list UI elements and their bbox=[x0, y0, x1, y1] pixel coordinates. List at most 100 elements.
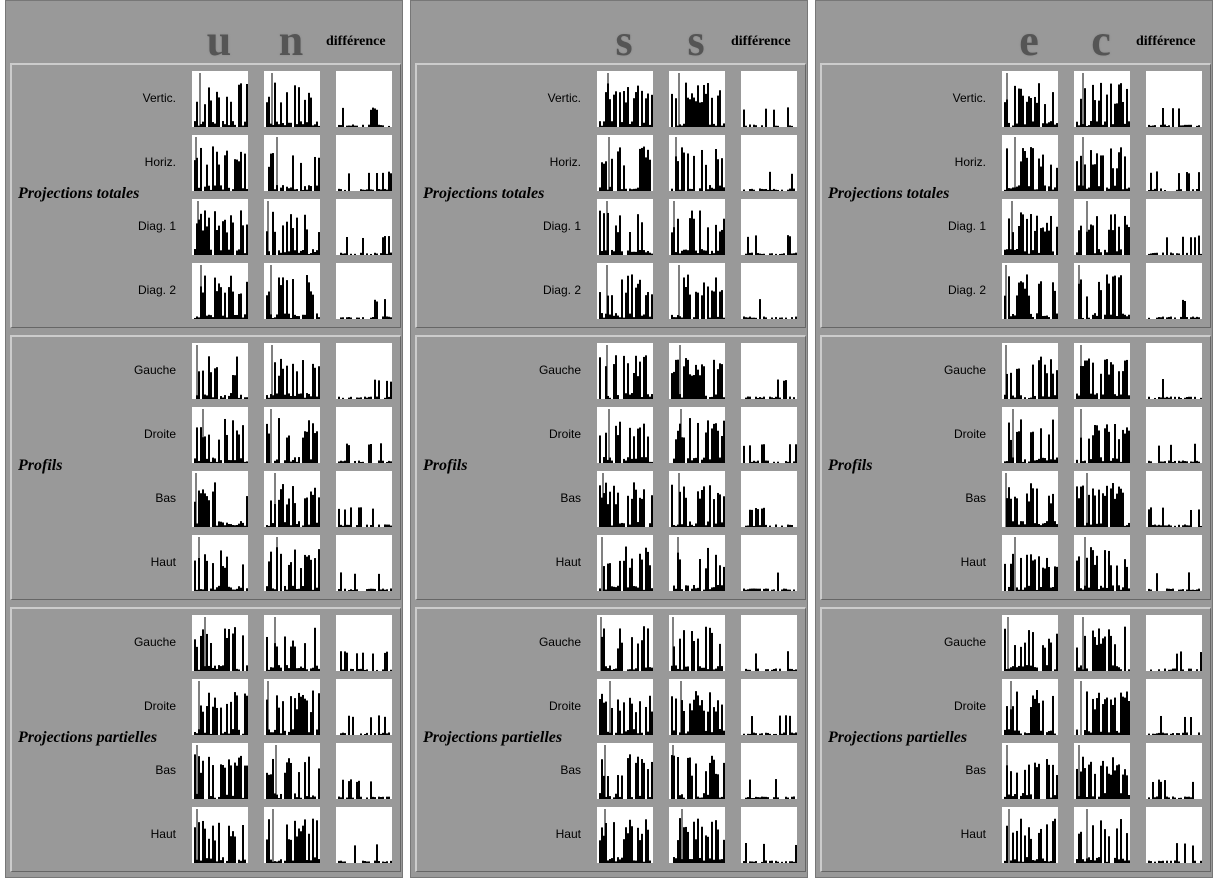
histogram-thumbnail bbox=[1146, 71, 1202, 127]
histogram-thumbnail bbox=[1074, 679, 1130, 735]
row-label: Gauche bbox=[866, 363, 986, 377]
histogram-thumbnail bbox=[669, 263, 725, 319]
histogram-thumbnail bbox=[336, 263, 392, 319]
histogram-thumbnail bbox=[597, 135, 653, 191]
letter-glyph: c bbox=[1076, 15, 1126, 66]
histogram-thumbnail bbox=[1002, 71, 1058, 127]
histogram-thumbnail bbox=[741, 343, 797, 399]
histogram-thumbnail bbox=[192, 679, 248, 735]
row-label: Horiz. bbox=[866, 155, 986, 169]
histogram-thumbnail bbox=[336, 471, 392, 527]
histogram-thumbnail bbox=[336, 807, 392, 863]
histogram-thumbnail bbox=[1002, 807, 1058, 863]
histogram-thumbnail bbox=[597, 199, 653, 255]
page: undifférenceProjections totalesVertic.Ho… bbox=[0, 0, 1217, 878]
group-title: Projections partielles bbox=[828, 729, 967, 747]
histogram-thumbnail bbox=[1146, 615, 1202, 671]
histogram-thumbnail bbox=[669, 135, 725, 191]
histogram-thumbnail bbox=[669, 71, 725, 127]
histogram-thumbnail bbox=[264, 407, 320, 463]
row-label: Vertic. bbox=[56, 91, 176, 105]
row-label: Diag. 1 bbox=[461, 219, 581, 233]
row-label: Droite bbox=[461, 699, 581, 713]
histogram-thumbnail bbox=[192, 615, 248, 671]
group-title: Projections totales bbox=[828, 185, 949, 203]
row-label: Gauche bbox=[461, 635, 581, 649]
histogram-thumbnail bbox=[1002, 343, 1058, 399]
histogram-thumbnail bbox=[264, 615, 320, 671]
row-label: Droite bbox=[56, 699, 176, 713]
group-title: Projections partielles bbox=[18, 729, 157, 747]
histogram-thumbnail bbox=[597, 679, 653, 735]
histogram-thumbnail bbox=[741, 615, 797, 671]
row-label: Bas bbox=[56, 763, 176, 777]
row-label: Horiz. bbox=[461, 155, 581, 169]
histogram-thumbnail bbox=[264, 135, 320, 191]
histogram-thumbnail bbox=[669, 471, 725, 527]
histogram-thumbnail bbox=[741, 535, 797, 591]
histogram-thumbnail bbox=[741, 679, 797, 735]
row-label: Bas bbox=[866, 491, 986, 505]
histogram-thumbnail bbox=[741, 71, 797, 127]
histogram-thumbnail bbox=[1146, 535, 1202, 591]
row-label: Haut bbox=[866, 827, 986, 841]
histogram-thumbnail bbox=[1074, 71, 1130, 127]
histogram-thumbnail bbox=[264, 71, 320, 127]
root: undifférenceProjections totalesVertic.Ho… bbox=[0, 0, 1217, 878]
histogram-thumbnail bbox=[264, 807, 320, 863]
histogram-thumbnail bbox=[1074, 343, 1130, 399]
group-title: Profils bbox=[423, 457, 467, 475]
histogram-thumbnail bbox=[669, 199, 725, 255]
row-label: Vertic. bbox=[866, 91, 986, 105]
histogram-thumbnail bbox=[741, 263, 797, 319]
letter-glyph: s bbox=[599, 15, 649, 66]
histogram-thumbnail bbox=[741, 135, 797, 191]
group-title: Profils bbox=[18, 457, 62, 475]
histogram-thumbnail bbox=[1074, 407, 1130, 463]
histogram-thumbnail bbox=[192, 807, 248, 863]
histogram-thumbnail bbox=[1146, 743, 1202, 799]
row-label: Haut bbox=[56, 827, 176, 841]
histogram-thumbnail bbox=[1074, 743, 1130, 799]
histogram-thumbnail bbox=[741, 407, 797, 463]
row-label: Diag. 2 bbox=[56, 283, 176, 297]
row-label: Diag. 2 bbox=[866, 283, 986, 297]
histogram-thumbnail bbox=[192, 743, 248, 799]
row-label: Haut bbox=[461, 555, 581, 569]
histogram-thumbnail bbox=[1074, 535, 1130, 591]
histogram-thumbnail bbox=[192, 263, 248, 319]
histogram-thumbnail bbox=[741, 743, 797, 799]
histogram-thumbnail bbox=[669, 807, 725, 863]
histogram-thumbnail bbox=[192, 199, 248, 255]
difference-header: différence bbox=[731, 34, 791, 50]
row-label: Droite bbox=[866, 427, 986, 441]
histogram-thumbnail bbox=[1146, 407, 1202, 463]
row-label: Horiz. bbox=[56, 155, 176, 169]
histogram-thumbnail bbox=[741, 471, 797, 527]
letter-glyph: e bbox=[1004, 15, 1054, 66]
histogram-thumbnail bbox=[264, 471, 320, 527]
histogram-thumbnail bbox=[192, 71, 248, 127]
histogram-thumbnail bbox=[1002, 615, 1058, 671]
histogram-thumbnail bbox=[597, 743, 653, 799]
histogram-thumbnail bbox=[1146, 343, 1202, 399]
histogram-thumbnail bbox=[669, 615, 725, 671]
histogram-thumbnail bbox=[669, 743, 725, 799]
histogram-thumbnail bbox=[336, 343, 392, 399]
histogram-thumbnail bbox=[597, 343, 653, 399]
histogram-thumbnail bbox=[1074, 263, 1130, 319]
histogram-thumbnail bbox=[741, 807, 797, 863]
row-label: Bas bbox=[56, 491, 176, 505]
histogram-thumbnail bbox=[1002, 199, 1058, 255]
row-label: Gauche bbox=[56, 635, 176, 649]
group-title: Profils bbox=[828, 457, 872, 475]
histogram-thumbnail bbox=[597, 71, 653, 127]
